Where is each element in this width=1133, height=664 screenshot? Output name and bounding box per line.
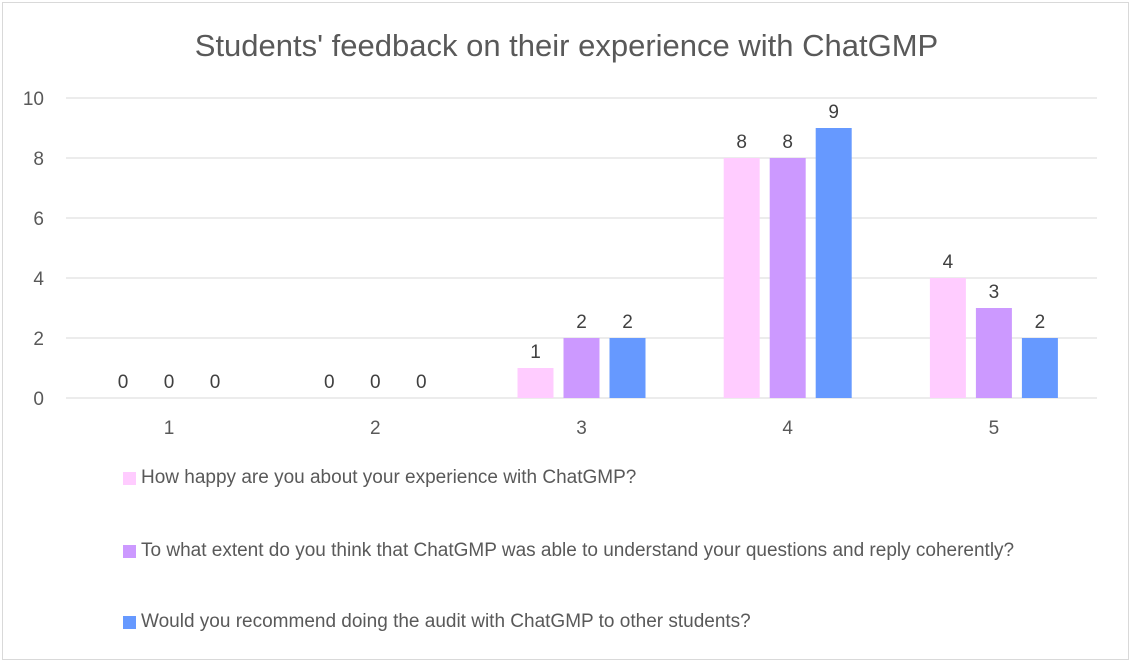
bar (609, 338, 646, 398)
data-label: 0 (324, 372, 335, 393)
bar (517, 368, 554, 398)
data-label: 4 (943, 252, 954, 273)
data-label: 9 (828, 102, 839, 123)
legend-label: To what extent do you think that ChatGMP… (141, 540, 1015, 561)
chart-title: Students' feedback on their experience w… (194, 28, 939, 63)
data-label: 8 (736, 132, 747, 153)
y-tick-label: 8 (33, 149, 44, 170)
data-label: 2 (576, 312, 587, 333)
legend-label: How happy are you about your experience … (141, 467, 637, 488)
y-tick-label: 10 (23, 89, 44, 110)
data-label: 2 (1035, 312, 1046, 333)
legend-swatch (123, 616, 136, 629)
x-tick-label: 5 (989, 418, 1000, 439)
legend-label: Would you recommend doing the audit with… (141, 611, 751, 632)
data-label: 0 (210, 372, 221, 393)
data-label: 1 (530, 342, 541, 363)
legend-swatch (123, 472, 136, 485)
data-label: 0 (164, 372, 175, 393)
legend-swatch (123, 545, 136, 558)
data-label: 2 (622, 312, 633, 333)
data-label: 8 (782, 132, 793, 153)
y-tick-label: 0 (33, 389, 44, 410)
x-tick-label: 2 (370, 418, 381, 439)
bar (1021, 338, 1058, 398)
y-tick-label: 6 (33, 209, 44, 230)
data-label: 0 (416, 372, 427, 393)
data-label: 3 (989, 282, 1000, 303)
bar (723, 158, 760, 398)
y-tick-label: 2 (33, 329, 44, 350)
bar (769, 158, 806, 398)
y-tick-label: 4 (33, 269, 44, 290)
bar (929, 278, 966, 398)
bar (815, 128, 852, 398)
x-tick-label: 1 (164, 418, 175, 439)
data-label: 0 (118, 372, 129, 393)
x-tick-label: 3 (576, 418, 587, 439)
bar (975, 308, 1012, 398)
data-label: 0 (370, 372, 381, 393)
bar (563, 338, 600, 398)
x-tick-label: 4 (782, 418, 793, 439)
